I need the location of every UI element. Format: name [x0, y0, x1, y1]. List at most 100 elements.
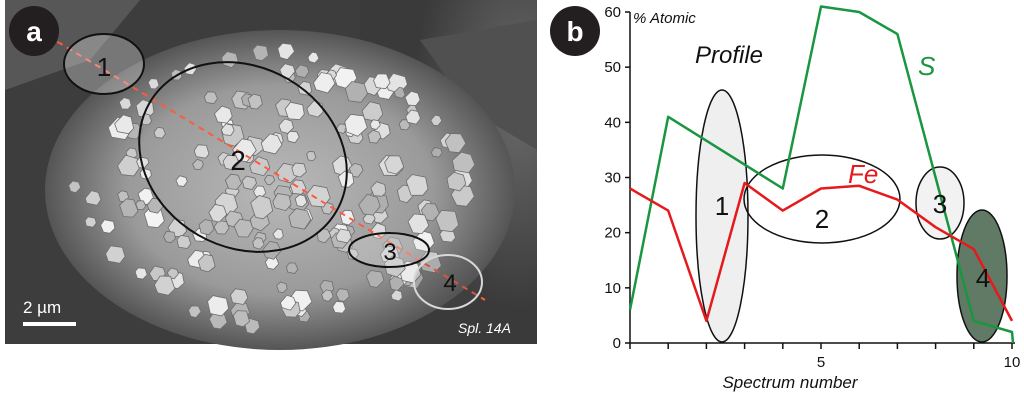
microcrystal [175, 175, 188, 187]
microcrystal [84, 216, 97, 228]
microcrystal [220, 123, 235, 136]
series-fe-line [629, 181, 1014, 323]
panel-b: b 0 10 20 30 40 50 60 5 10 % Atomic Spectrum nu… [550, 4, 1020, 392]
microcrystal [176, 234, 192, 249]
microcrystal [114, 114, 135, 135]
chart-region-1-label: 1 [715, 191, 729, 221]
microcrystal [286, 130, 300, 144]
microcrystal [260, 133, 283, 155]
microcrystal [277, 42, 295, 61]
microcrystal [147, 78, 160, 90]
microcrystal [291, 162, 307, 178]
region-3-outline [348, 232, 430, 268]
microcrystal [208, 204, 228, 223]
x-tick-label: 5 [817, 354, 825, 371]
microcrystal [430, 147, 443, 158]
microcrystal [369, 119, 381, 130]
microcrystal [221, 51, 239, 69]
microcrystal [297, 80, 313, 96]
microcrystal [285, 262, 299, 274]
microcrystal [230, 288, 249, 305]
microcrystal [68, 180, 82, 194]
microcrystal [306, 184, 331, 208]
microcrystal [213, 220, 230, 235]
microcrystal [405, 174, 429, 196]
panel-a: 1 2 3 4 a 2 µm Spl. 14A [5, 0, 537, 350]
region-3-label: 3 [383, 239, 396, 266]
microcrystal [272, 228, 284, 240]
microcrystal [294, 194, 308, 208]
microcrystal [373, 73, 391, 90]
microcrystal [252, 44, 269, 62]
sem-texture-right [420, 20, 537, 150]
series-s-label: S [918, 51, 936, 81]
microcrystal [358, 193, 381, 216]
series-s-line [628, 5, 1015, 344]
region-2-label: 2 [230, 145, 246, 176]
microcrystal [405, 109, 421, 125]
microcrystal [193, 144, 210, 159]
microcrystal [344, 113, 368, 137]
microcrystal [367, 129, 382, 144]
microcrystal [192, 158, 204, 170]
profile-line [47, 35, 486, 301]
chart-region-1 [695, 89, 749, 343]
microcrystal [153, 275, 176, 296]
microcrystal [119, 198, 139, 218]
microcrystal [272, 193, 292, 212]
microcrystal [444, 133, 467, 154]
series-fe-label: Fe [848, 159, 878, 189]
region-1-outline [63, 33, 145, 95]
microcrystal [105, 245, 126, 264]
microcrystal [232, 310, 250, 328]
microcrystal [365, 270, 385, 288]
microcrystal [203, 91, 218, 105]
microcrystal [279, 63, 296, 79]
y-tick-label: 50 [604, 59, 621, 76]
microcrystal [214, 105, 233, 124]
microcrystal [344, 81, 368, 103]
microcrystal [313, 72, 336, 94]
x-axis-label: Spectrum number [722, 373, 858, 392]
y-tick-label: 40 [604, 114, 621, 131]
scale-bar [23, 322, 76, 326]
region-2-outline [138, 61, 348, 253]
microcrystal [393, 86, 406, 99]
sample-label: Spl. 14A [458, 320, 511, 336]
microcrystal [232, 138, 257, 163]
microcrystal [289, 179, 307, 195]
chart-region-2-label: 2 [815, 204, 829, 234]
panel-a-letter: a [26, 16, 42, 47]
panel-a-badge [9, 6, 59, 56]
microcrystal [348, 162, 364, 178]
chart-region-3-label: 3 [933, 189, 947, 219]
microcrystal [335, 228, 352, 244]
microcrystal [100, 219, 116, 234]
y-tick-label: 20 [604, 225, 621, 242]
panel-b-letter: b [566, 16, 583, 47]
microcrystal [404, 90, 421, 107]
microcrystal [420, 203, 440, 222]
microcrystal [224, 173, 242, 190]
microcrystal [153, 126, 166, 139]
y-tick-label: 10 [604, 280, 621, 297]
microcrystal [197, 253, 216, 273]
y-tick-label: 0 [613, 335, 621, 352]
scale-bar-label: 2 µm [23, 298, 61, 317]
x-tick-label: 10 [1004, 354, 1021, 371]
profile-label: Profile [695, 42, 763, 69]
y-ticks: 0 10 20 30 40 50 60 [604, 4, 630, 352]
region-4-label: 4 [443, 270, 456, 297]
microcrystal [241, 175, 257, 190]
microcrystal [384, 155, 405, 175]
microcrystal [135, 200, 147, 211]
microcrystal [198, 219, 215, 236]
microcrystal [207, 295, 230, 317]
y-axis-label: % Atomic [633, 10, 696, 27]
microcrystal [435, 209, 460, 233]
microcrystal [288, 208, 312, 230]
microcrystal [137, 187, 155, 205]
microcrystal [294, 64, 310, 79]
microcrystal [118, 97, 132, 110]
